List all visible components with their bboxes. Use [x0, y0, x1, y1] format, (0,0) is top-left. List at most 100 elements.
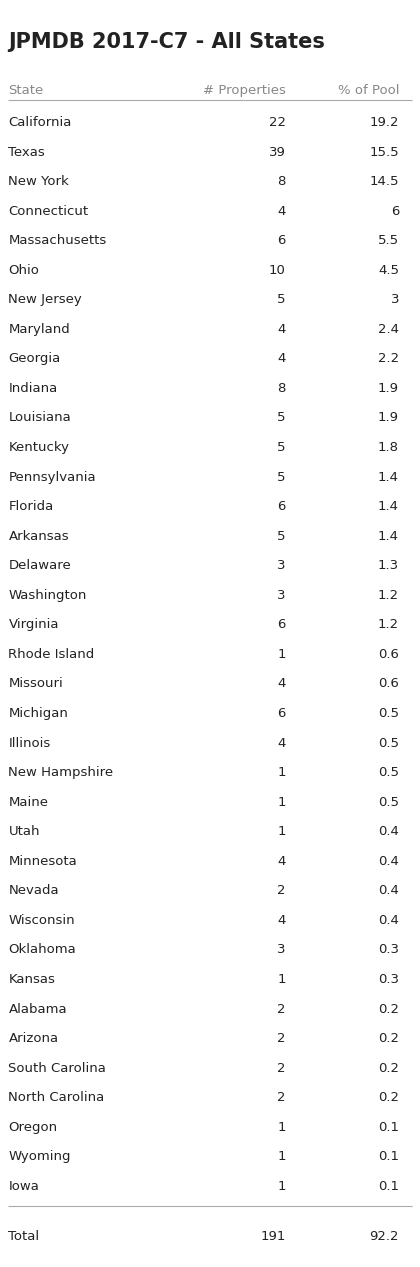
Text: JPMDB 2017-C7 - All States: JPMDB 2017-C7 - All States	[8, 32, 325, 52]
Text: Oregon: Oregon	[8, 1121, 58, 1134]
Text: 1.3: 1.3	[378, 559, 399, 573]
Text: 1.4: 1.4	[378, 530, 399, 542]
Text: Minnesota: Minnesota	[8, 855, 77, 868]
Text: 5: 5	[277, 470, 286, 484]
Text: 0.6: 0.6	[378, 678, 399, 691]
Text: 5: 5	[277, 530, 286, 542]
Text: 5: 5	[277, 293, 286, 307]
Text: Arkansas: Arkansas	[8, 530, 69, 542]
Text: 1.8: 1.8	[378, 441, 399, 454]
Text: 0.5: 0.5	[378, 796, 399, 808]
Text: 5.5: 5.5	[378, 234, 399, 247]
Text: 1.9: 1.9	[378, 412, 399, 424]
Text: North Carolina: North Carolina	[8, 1091, 105, 1104]
Text: California: California	[8, 117, 72, 129]
Text: 0.4: 0.4	[378, 914, 399, 927]
Text: 6: 6	[277, 707, 286, 720]
Text: Georgia: Georgia	[8, 352, 60, 365]
Text: Texas: Texas	[8, 146, 45, 158]
Text: 2: 2	[277, 1033, 286, 1045]
Text: 0.2: 0.2	[378, 1062, 399, 1074]
Text: Wisconsin: Wisconsin	[8, 914, 75, 927]
Text: 1.9: 1.9	[378, 381, 399, 395]
Text: Florida: Florida	[8, 500, 54, 513]
Text: 2: 2	[277, 884, 286, 897]
Text: Washington: Washington	[8, 589, 87, 602]
Text: 1: 1	[277, 1180, 286, 1192]
Text: 3: 3	[277, 559, 286, 573]
Text: 2.4: 2.4	[378, 323, 399, 336]
Text: 2.2: 2.2	[378, 352, 399, 365]
Text: 1.4: 1.4	[378, 500, 399, 513]
Text: 1.2: 1.2	[378, 589, 399, 602]
Text: 19.2: 19.2	[370, 117, 399, 129]
Text: Iowa: Iowa	[8, 1180, 39, 1192]
Text: 4: 4	[277, 736, 286, 750]
Text: Wyoming: Wyoming	[8, 1150, 71, 1163]
Text: Kentucky: Kentucky	[8, 441, 69, 454]
Text: 6: 6	[277, 618, 286, 631]
Text: Indiana: Indiana	[8, 381, 58, 395]
Text: 92.2: 92.2	[370, 1230, 399, 1243]
Text: Arizona: Arizona	[8, 1033, 58, 1045]
Text: 0.5: 0.5	[378, 767, 399, 779]
Text: 4: 4	[277, 678, 286, 691]
Text: 6: 6	[277, 500, 286, 513]
Text: South Carolina: South Carolina	[8, 1062, 106, 1074]
Text: 22: 22	[269, 117, 286, 129]
Text: Delaware: Delaware	[8, 559, 71, 573]
Text: New Jersey: New Jersey	[8, 293, 82, 307]
Text: # Properties: # Properties	[203, 84, 286, 96]
Text: 6: 6	[277, 234, 286, 247]
Text: 4.5: 4.5	[378, 264, 399, 276]
Text: Kansas: Kansas	[8, 973, 55, 986]
Text: 0.5: 0.5	[378, 736, 399, 750]
Text: Oklahoma: Oklahoma	[8, 944, 76, 957]
Text: 4: 4	[277, 914, 286, 927]
Text: Utah: Utah	[8, 825, 40, 839]
Text: 2: 2	[277, 1062, 286, 1074]
Text: Massachusetts: Massachusetts	[8, 234, 107, 247]
Text: 0.2: 0.2	[378, 1033, 399, 1045]
Text: State: State	[8, 84, 44, 96]
Text: 4: 4	[277, 352, 286, 365]
Text: Ohio: Ohio	[8, 264, 39, 276]
Text: 5: 5	[277, 412, 286, 424]
Text: 4: 4	[277, 205, 286, 218]
Text: 0.4: 0.4	[378, 825, 399, 839]
Text: Connecticut: Connecticut	[8, 205, 89, 218]
Text: Rhode Island: Rhode Island	[8, 647, 95, 661]
Text: 0.1: 0.1	[378, 1180, 399, 1192]
Text: 0.1: 0.1	[378, 1121, 399, 1134]
Text: 1: 1	[277, 825, 286, 839]
Text: 0.3: 0.3	[378, 973, 399, 986]
Text: 3: 3	[277, 944, 286, 957]
Text: 3: 3	[277, 589, 286, 602]
Text: New Hampshire: New Hampshire	[8, 767, 113, 779]
Text: 0.3: 0.3	[378, 944, 399, 957]
Text: 5: 5	[277, 441, 286, 454]
Text: 4: 4	[277, 323, 286, 336]
Text: 1: 1	[277, 1121, 286, 1134]
Text: Maryland: Maryland	[8, 323, 70, 336]
Text: 1: 1	[277, 767, 286, 779]
Text: 2: 2	[277, 1002, 286, 1016]
Text: 2: 2	[277, 1091, 286, 1104]
Text: 39: 39	[269, 146, 286, 158]
Text: 0.4: 0.4	[378, 855, 399, 868]
Text: 0.2: 0.2	[378, 1091, 399, 1104]
Text: 15.5: 15.5	[369, 146, 399, 158]
Text: 6: 6	[391, 205, 399, 218]
Text: 3: 3	[391, 293, 399, 307]
Text: Pennsylvania: Pennsylvania	[8, 470, 96, 484]
Text: 10: 10	[269, 264, 286, 276]
Text: 191: 191	[260, 1230, 286, 1243]
Text: 1: 1	[277, 1150, 286, 1163]
Text: New York: New York	[8, 175, 69, 188]
Text: 0.1: 0.1	[378, 1150, 399, 1163]
Text: 1.4: 1.4	[378, 470, 399, 484]
Text: 8: 8	[277, 381, 286, 395]
Text: Michigan: Michigan	[8, 707, 68, 720]
Text: 14.5: 14.5	[370, 175, 399, 188]
Text: Virginia: Virginia	[8, 618, 59, 631]
